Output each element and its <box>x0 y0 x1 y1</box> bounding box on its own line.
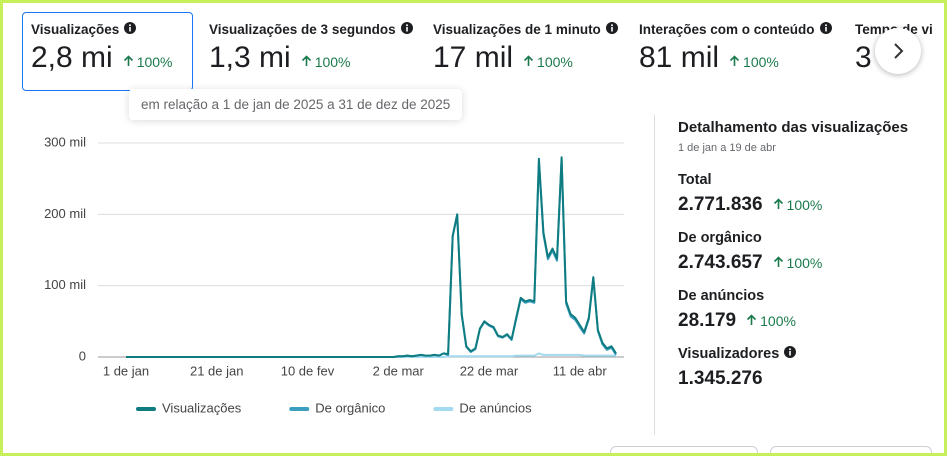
x-tick-label: 1 de jan <box>103 363 149 378</box>
breakdown-label: De orgânico <box>678 230 908 246</box>
breakdown-value: 1.345.276 <box>678 368 763 389</box>
line <box>126 156 617 358</box>
metric-change-text: 100% <box>136 54 173 70</box>
metric-change: 100% <box>123 54 173 70</box>
x-tick-label: 2 de mar <box>373 363 425 378</box>
metric-row: 17 mil 100% <box>433 41 618 75</box>
metric-row: 3 <box>855 41 933 75</box>
info-icon[interactable] <box>400 22 413 37</box>
breakdown-label-text: Total <box>678 172 712 188</box>
breakdown-label: De anúncios <box>678 288 908 304</box>
metric-label: Visualizações <box>31 22 173 37</box>
info-icon[interactable] <box>124 22 137 37</box>
metric-label: Visualizações de 1 minuto <box>433 22 618 37</box>
breakdown-label: Total <box>678 172 908 188</box>
metric-row: 81 mil 100% <box>639 41 832 75</box>
line <box>126 352 616 358</box>
breakdown-row: 2.771.836 100% <box>678 194 908 216</box>
next-button[interactable] <box>875 28 921 74</box>
divider <box>654 115 655 435</box>
breakdown-item: De anúncios 28.179 100% <box>678 288 908 332</box>
legend-label: Visualizações <box>162 400 242 415</box>
metric-change: 100% <box>523 54 573 70</box>
y-tick-label: 0 <box>79 348 86 363</box>
metric-change-text: 100% <box>537 54 573 70</box>
up-arrow <box>523 54 534 70</box>
up-arrow <box>746 313 757 329</box>
metric-value: 3 <box>855 41 872 74</box>
selected-card[interactable] <box>22 12 193 91</box>
breakdown-change-text: 100% <box>786 197 823 213</box>
breakdown-change: 100% <box>773 197 823 213</box>
metric-label-text: Visualizações de 3 segundos <box>209 22 396 37</box>
breakdown-value: 2.771.836 <box>678 194 763 215</box>
y-tick-label: 300 mil <box>44 134 86 149</box>
breakdown: Detalhamento das visualizações 1 de jan … <box>678 119 908 390</box>
up-arrow <box>301 54 312 70</box>
metric-card: Visualizações de 1 minuto 17 mil 100% <box>433 22 618 75</box>
metric-value: 1,3 mi <box>209 41 291 74</box>
up-arrow <box>729 54 740 70</box>
x-tick-label: 11 de abr <box>553 363 608 378</box>
breakdown-label-text: Visualizadores <box>678 346 780 362</box>
up-arrow <box>773 197 784 213</box>
metric-value: 17 mil <box>433 41 514 74</box>
metric-card: Interações com o conteúdo 81 mil 100% <box>639 22 832 75</box>
metric-row: 1,3 mi 100% <box>209 41 413 75</box>
metric-change: 100% <box>729 54 779 70</box>
metric-value: 81 mil <box>639 41 720 74</box>
breakdown-subtitle: 1 de jan a 19 de abr <box>678 142 776 154</box>
metric-row: 2,8 mi 100% <box>31 41 173 75</box>
breakdown-label-text: De orgânico <box>678 230 762 246</box>
breakdown-change: 100% <box>773 255 823 271</box>
metric-card: Visualizações de 3 segundos 1,3 mi 100% <box>209 22 413 75</box>
info-icon[interactable] <box>819 22 832 37</box>
up-arrow <box>773 255 784 271</box>
breakdown-change-text: 100% <box>760 313 796 329</box>
breakdown-change: 100% <box>746 313 796 329</box>
metric-label-text: Visualizações <box>31 22 120 37</box>
breakdown-value: 2.743.657 <box>678 252 763 273</box>
breakdown-change-text: 100% <box>786 255 823 271</box>
metric-change: 100% <box>301 54 351 70</box>
breakdown-row: 28.179 100% <box>678 310 908 332</box>
x-tick-label: 22 de mar <box>460 363 519 378</box>
metric-label: Visualizações de 3 segundos <box>209 22 413 37</box>
up-arrow <box>123 54 134 70</box>
legend-label: De anúncios <box>459 400 532 415</box>
info-icon[interactable] <box>605 22 618 37</box>
y-tick-label: 200 mil <box>44 206 86 221</box>
breakdown-item: Visualizadores 1.345.276 <box>678 346 908 390</box>
legend-label: De orgânico <box>315 400 385 415</box>
next-icon <box>894 43 904 59</box>
breakdown-title: Detalhamento das visualizações <box>678 119 909 136</box>
breakdown-item: De orgânico 2.743.657 100% <box>678 230 908 274</box>
info-icon[interactable] <box>784 346 797 362</box>
y-tick-label: 100 mil <box>44 277 86 292</box>
metric-label: Interações com o conteúdo <box>639 22 832 37</box>
breakdown-value: 28.179 <box>678 310 737 331</box>
metric-card: Visualizações 2,8 mi 100% <box>31 22 173 75</box>
line <box>126 158 617 358</box>
breakdown-label-text: De anúncios <box>678 288 765 304</box>
metric-change-text: 100% <box>743 54 779 70</box>
metric-label-text: Visualizações de 1 minuto <box>433 22 601 37</box>
chart: 0 100 mil 200 mil 300 mil 1 de jan 21 de jan 1… <box>44 134 624 415</box>
breakdown-label: Visualizadores <box>678 346 908 362</box>
x-tick-label: 21 de jan <box>190 363 244 378</box>
x-tick-label: 10 de fev <box>281 363 335 378</box>
metric-label-text: Interações com o conteúdo <box>639 22 815 37</box>
button[interactable] <box>770 446 932 453</box>
button[interactable] <box>610 446 758 453</box>
breakdown-row: 2.743.657 100% <box>678 252 908 274</box>
metric-value: 2,8 mi <box>31 41 113 74</box>
breakdown-item: Total 2.771.836 100% <box>678 172 908 216</box>
tooltip: em relação a 1 de jan de 2025 a 31 de de… <box>129 89 463 120</box>
breakdown-row: 1.345.276 <box>678 368 908 390</box>
metric-change-text: 100% <box>314 54 351 70</box>
